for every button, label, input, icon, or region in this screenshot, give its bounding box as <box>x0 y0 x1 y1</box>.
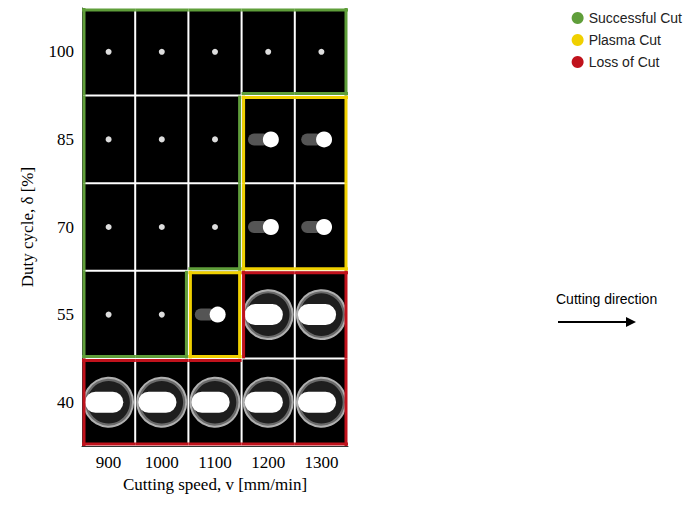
svg-text:Cutting speed, v [mm/min]: Cutting speed, v [mm/min] <box>123 475 307 494</box>
svg-text:85: 85 <box>57 130 74 149</box>
svg-text:Successful Cut: Successful Cut <box>589 10 682 26</box>
svg-text:Duty cycle, δ [%]: Duty cycle, δ [%] <box>18 167 37 287</box>
svg-text:100: 100 <box>49 42 75 61</box>
svg-text:Loss of Cut: Loss of Cut <box>589 54 660 70</box>
svg-text:55: 55 <box>57 305 74 324</box>
svg-text:Plasma Cut: Plasma Cut <box>589 32 661 48</box>
svg-text:70: 70 <box>57 218 74 237</box>
svg-text:40: 40 <box>57 393 74 412</box>
svg-text:1100: 1100 <box>198 453 231 472</box>
svg-text:900: 900 <box>96 453 122 472</box>
svg-text:Cutting direction: Cutting direction <box>556 291 657 307</box>
svg-text:1300: 1300 <box>304 453 338 472</box>
svg-text:1200: 1200 <box>251 453 285 472</box>
svg-text:1000: 1000 <box>145 453 179 472</box>
